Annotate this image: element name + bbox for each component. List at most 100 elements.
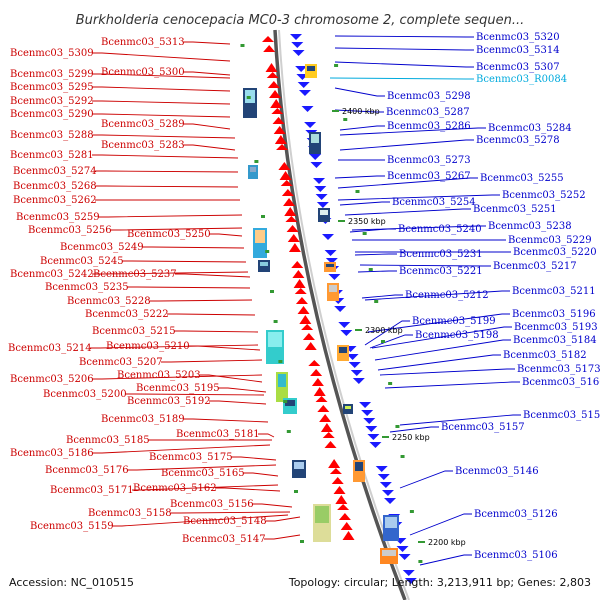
right-gene-label[interactable]: Bcenmc03_5320 — [476, 32, 560, 43]
left-gene-label[interactable]: Bcenmc03_5185 — [66, 435, 150, 446]
right-gene-label[interactable]: Bcenmc03_5184 — [513, 335, 597, 346]
right-gene-label[interactable]: Bcenmc03_5212 — [405, 290, 489, 301]
gene-block-stripe — [311, 134, 319, 143]
right-gene-label[interactable]: Bcenmc03_5217 — [493, 261, 577, 272]
left-gene-label[interactable]: Bcenmc03_5245 — [40, 256, 124, 267]
kbp-marker-label: 2250 kbp — [392, 433, 430, 442]
feature-tracks: 2400 kbp 2350 kbp 2300 kbp 2250 kbp 2200 kbp — [240, 29, 466, 600]
left-gene-label[interactable]: Bcenmc03_5156 — [170, 499, 254, 510]
right-gene-label[interactable]: Bcenmc03_5254 — [392, 197, 476, 208]
right-gene-label[interactable]: Bcenmc03_5220 — [513, 247, 597, 258]
left-gene-label[interactable]: Bcenmc03_5181 — [176, 429, 260, 440]
left-gene-label[interactable]: Bcenmc03_5222 — [85, 309, 169, 320]
left-gene-label[interactable]: Bcenmc03_5186 — [10, 448, 94, 459]
right-gene-label[interactable]: Bcenmc03_5157 — [441, 422, 525, 433]
left-gene-label[interactable]: Bcenmc03_5309 — [10, 48, 94, 59]
gene-block-stripe — [294, 462, 304, 469]
left-gene-label[interactable]: Bcenmc03_5259 — [16, 212, 100, 223]
right-leader-line — [384, 381, 520, 389]
left-gene-label[interactable]: Bcenmc03_5158 — [88, 508, 172, 519]
right-gene-label[interactable]: Bcenmc03_5196 — [512, 309, 596, 320]
left-gene-label[interactable]: Bcenmc03_5159 — [30, 521, 114, 532]
right-gene-label[interactable]: Bcenmc03_5284 — [488, 123, 572, 134]
left-gene-label[interactable]: Bcenmc03_5281 — [10, 150, 94, 161]
right-gene-label[interactable]: Bcenmc03_5173 — [517, 364, 600, 375]
right-gene-label[interactable]: Bcenmc03_5273 — [387, 155, 471, 166]
forward-gene-arrow — [311, 378, 324, 386]
left-gene-label[interactable]: Bcenmc03_5189 — [101, 414, 185, 425]
right-gene-label[interactable]: Bcenmc03_5278 — [476, 135, 560, 146]
left-gene-label[interactable]: Bcenmc03_5299 — [10, 69, 94, 80]
right-gene-label[interactable]: Bcenmc03_5298 — [387, 91, 471, 102]
left-gene-label[interactable]: Bcenmc03_5162 — [133, 483, 217, 494]
reverse-gene-arrow — [309, 154, 322, 160]
left-gene-label[interactable]: Bcenmc03_5148 — [183, 516, 267, 527]
left-gene-label[interactable]: Bcenmc03_5176 — [45, 465, 129, 476]
right-gene-label[interactable]: Bcenmc03_5229 — [508, 235, 592, 246]
left-gene-label[interactable]: Bcenmc03_5192 — [127, 396, 211, 407]
left-gene-label[interactable]: Bcenmc03_5295 — [10, 82, 94, 93]
left-gene-label[interactable]: Bcenmc03_5262 — [13, 195, 97, 206]
left-gene-label[interactable]: Bcenmc03_5313 — [101, 37, 185, 48]
left-gene-label[interactable]: Bcenmc03_5207 — [79, 357, 163, 368]
left-gene-label[interactable]: Bcenmc03_5203 — [117, 370, 201, 381]
right-gene-label[interactable]: Bcenmc03_5287 — [386, 107, 470, 118]
forward-gene-arrow — [340, 522, 353, 530]
right-gene-label[interactable]: Bcenmc03_5199 — [412, 316, 496, 327]
left-gene-label[interactable]: Bcenmc03_5283 — [101, 140, 185, 151]
left-gene-label[interactable]: Bcenmc03_5200 — [43, 389, 127, 400]
right-gene-label[interactable]: Bcenmc03_5231 — [399, 249, 483, 260]
left-gene-label[interactable]: Bcenmc03_5195 — [136, 383, 220, 394]
right-gene-label[interactable]: Bcenmc03_5126 — [474, 509, 558, 520]
right-gene-label[interactable]: Bcenmc03_5146 — [455, 466, 539, 477]
right-gene-label[interactable]: Bcenmc03_5286 — [387, 121, 471, 132]
left-gene-label[interactable]: Bcenmc03_5292 — [10, 96, 94, 107]
right-gene-label[interactable]: Bcenmc03_5106 — [474, 550, 558, 561]
left-gene-label[interactable]: Bcenmc03_5289 — [101, 119, 185, 130]
right-gene-label[interactable]: Bcenmc03_5240 — [398, 224, 482, 235]
rna-gene-label[interactable]: Bcenmc03_R0084 — [476, 74, 567, 85]
left-gene-label[interactable]: Bcenmc03_5210 — [106, 341, 190, 352]
left-leader-line — [98, 214, 243, 218]
left-gene-label[interactable]: Bcenmc03_5250 — [127, 229, 211, 240]
forward-gene-arrow — [270, 99, 283, 108]
right-leader-line — [334, 47, 474, 51]
left-leader-line — [188, 345, 261, 351]
left-gene-label[interactable]: Bcenmc03_5214 — [8, 343, 92, 354]
right-gene-label[interactable]: Bcenmc03_5267 — [387, 171, 471, 182]
right-gene-label[interactable]: Bcenmc03_5182 — [503, 350, 587, 361]
left-gene-label[interactable]: Bcenmc03_5274 — [13, 166, 97, 177]
left-gene-label[interactable]: Bcenmc03_5237 — [93, 269, 177, 280]
left-gene-label[interactable]: Bcenmc03_5268 — [13, 181, 97, 192]
right-gene-label[interactable]: Bcenmc03_5252 — [502, 190, 586, 201]
right-gene-label[interactable]: Bcenmc03_5238 — [488, 221, 572, 232]
left-gene-label[interactable]: Bcenmc03_5215 — [92, 326, 176, 337]
left-gene-label[interactable]: Bcenmc03_5206 — [10, 374, 94, 385]
right-gene-label[interactable]: Bcenmc03_5221 — [399, 266, 483, 277]
forward-gene-arrow — [294, 288, 307, 294]
left-gene-label[interactable]: Bcenmc03_5288 — [10, 130, 94, 141]
right-gene-label[interactable]: Bcenmc03_5307 — [476, 62, 560, 73]
right-gene-label[interactable]: Bcenmc03_5211 — [512, 286, 596, 297]
left-gene-label[interactable]: Bcenmc03_5249 — [60, 242, 144, 253]
left-gene-label[interactable]: Bcenmc03_5256 — [28, 225, 112, 236]
left-gene-label[interactable]: Bcenmc03_5300 — [101, 67, 185, 78]
left-gene-label[interactable]: Bcenmc03_5165 — [161, 468, 245, 479]
left-gene-label[interactable]: Bcenmc03_5290 — [10, 109, 94, 120]
left-gene-label[interactable]: Bcenmc03_5175 — [149, 452, 233, 463]
right-gene-label[interactable]: Bcenmc03_5255 — [480, 173, 564, 184]
right-leader-line — [419, 554, 472, 566]
left-gene-label[interactable]: Bcenmc03_5242 — [10, 269, 94, 280]
right-gene-label[interactable]: Bcenmc03_5153 — [523, 410, 600, 421]
right-gene-label[interactable]: Bcenmc03_5166 — [522, 377, 600, 388]
right-leader-line — [334, 87, 385, 97]
right-gene-label[interactable]: Bcenmc03_5193 — [514, 322, 598, 333]
left-gene-label[interactable]: Bcenmc03_5228 — [67, 296, 151, 307]
right-gene-label[interactable]: Bcenmc03_5198 — [415, 330, 499, 341]
left-gene-label[interactable]: Bcenmc03_5171 — [50, 485, 134, 496]
right-gene-label[interactable]: Bcenmc03_5251 — [473, 204, 557, 215]
kbp-tick — [382, 436, 389, 438]
left-gene-label[interactable]: Bcenmc03_5235 — [45, 282, 129, 293]
right-gene-label[interactable]: Bcenmc03_5314 — [476, 45, 560, 56]
left-gene-label[interactable]: Bcenmc03_5147 — [182, 534, 266, 545]
